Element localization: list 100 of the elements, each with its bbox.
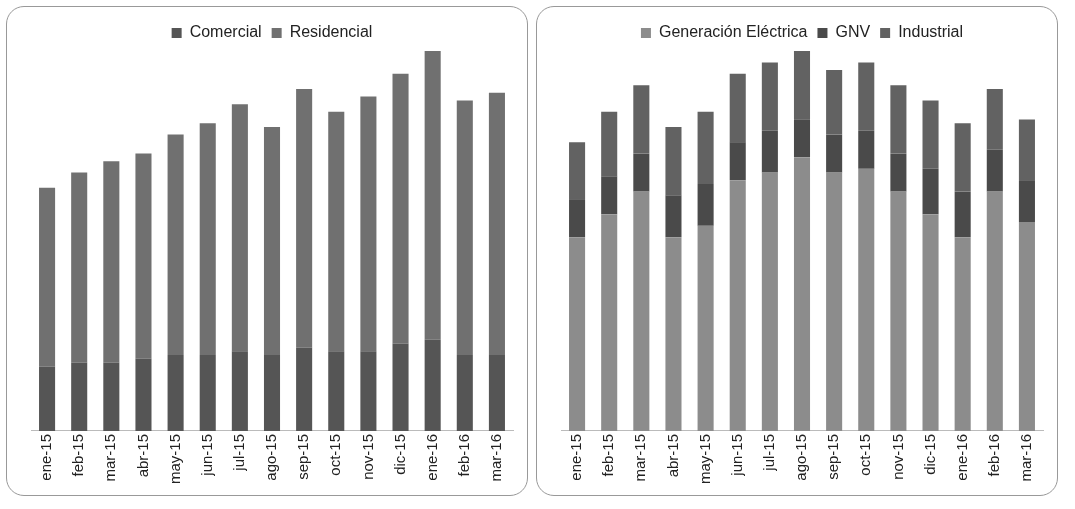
bar bbox=[697, 225, 714, 431]
bar bbox=[103, 161, 120, 363]
bar bbox=[199, 354, 216, 431]
bar bbox=[665, 195, 682, 238]
bar bbox=[71, 172, 88, 363]
bar bbox=[729, 180, 746, 431]
bar bbox=[986, 89, 1003, 150]
bar bbox=[954, 123, 971, 192]
bar bbox=[39, 187, 56, 367]
bar bbox=[697, 111, 714, 184]
x-tick-label: mar-15 bbox=[101, 433, 119, 482]
x-tick-label: sep-15 bbox=[824, 433, 842, 480]
x-tick-label: ene-15 bbox=[567, 433, 585, 481]
bar bbox=[424, 51, 441, 340]
bar bbox=[456, 100, 473, 355]
x-tick-label: oct-15 bbox=[856, 433, 874, 476]
bar bbox=[633, 85, 650, 154]
bar bbox=[986, 191, 1003, 431]
legend-label: Residencial bbox=[289, 23, 373, 41]
bar bbox=[328, 351, 345, 431]
x-tick-label: feb-15 bbox=[599, 433, 617, 477]
bar bbox=[103, 362, 120, 431]
bar bbox=[1018, 180, 1035, 222]
x-tick-label: feb-16 bbox=[984, 433, 1002, 477]
bar bbox=[488, 92, 505, 355]
bar bbox=[922, 214, 939, 431]
bar bbox=[890, 153, 907, 192]
bar bbox=[424, 339, 441, 431]
bar bbox=[922, 100, 939, 169]
bar bbox=[858, 130, 875, 169]
x-tick-label: mar-16 bbox=[1017, 433, 1035, 482]
bar bbox=[392, 73, 409, 344]
bar bbox=[1018, 119, 1035, 181]
bar bbox=[1018, 221, 1035, 431]
bar bbox=[71, 362, 88, 431]
bar bbox=[39, 366, 56, 431]
bar bbox=[135, 358, 152, 431]
legend-label: Industrial bbox=[898, 23, 964, 41]
x-tick-label: feb-16 bbox=[454, 433, 472, 477]
bar bbox=[569, 142, 586, 200]
bar bbox=[167, 134, 184, 355]
x-tick-label: ago-15 bbox=[262, 433, 280, 481]
bar bbox=[633, 191, 650, 431]
legend-label: GNV bbox=[835, 23, 871, 41]
bar bbox=[761, 62, 778, 131]
x-tick-label: oct-15 bbox=[326, 433, 344, 476]
bar bbox=[360, 96, 377, 352]
bar bbox=[392, 343, 409, 431]
bar bbox=[761, 130, 778, 173]
x-tick-label: sep-15 bbox=[294, 433, 312, 480]
bar bbox=[231, 104, 248, 352]
bar bbox=[890, 85, 907, 154]
bar bbox=[488, 354, 505, 431]
bar bbox=[858, 62, 875, 131]
bar bbox=[826, 172, 843, 431]
legend-label: Generación Eléctrica bbox=[658, 23, 808, 41]
bar bbox=[569, 199, 586, 238]
bar bbox=[922, 168, 939, 215]
x-tick-label: jun-15 bbox=[197, 433, 215, 477]
bar bbox=[199, 123, 216, 355]
bar bbox=[761, 172, 778, 431]
bar bbox=[601, 111, 618, 177]
bar bbox=[793, 51, 811, 120]
bar bbox=[729, 142, 746, 181]
x-tick-label: nov-15 bbox=[888, 433, 906, 480]
x-tick-label: nov-15 bbox=[358, 433, 376, 480]
bar bbox=[858, 168, 875, 431]
bar bbox=[633, 153, 650, 192]
bar bbox=[135, 153, 152, 359]
x-tick-label: abr-15 bbox=[663, 433, 681, 478]
bar bbox=[954, 237, 971, 431]
bar bbox=[231, 351, 248, 431]
bar bbox=[890, 191, 907, 431]
bar bbox=[826, 134, 843, 173]
x-tick-label: dic-15 bbox=[390, 433, 408, 475]
bar bbox=[665, 127, 682, 196]
bar bbox=[328, 111, 345, 352]
bar bbox=[167, 354, 184, 431]
bar bbox=[986, 149, 1003, 192]
x-tick-label: abr-15 bbox=[133, 433, 151, 478]
bar bbox=[793, 119, 811, 158]
x-tick-label: may-15 bbox=[695, 433, 713, 485]
x-tick-label: ene-15 bbox=[37, 433, 55, 481]
x-tick-label: mar-16 bbox=[487, 433, 505, 482]
x-tick-label: jun-15 bbox=[727, 433, 745, 477]
bar bbox=[360, 351, 377, 431]
bar bbox=[697, 183, 714, 226]
bar bbox=[826, 70, 843, 135]
bar bbox=[296, 347, 313, 431]
bar bbox=[569, 237, 586, 431]
bar bbox=[793, 157, 811, 431]
legend-label: Comercial bbox=[189, 23, 262, 41]
bar bbox=[296, 89, 313, 348]
x-tick-label: dic-15 bbox=[920, 433, 938, 475]
x-tick-label: mar-15 bbox=[631, 433, 649, 482]
bar bbox=[729, 73, 746, 143]
bar bbox=[954, 191, 971, 238]
bar bbox=[601, 214, 618, 431]
x-tick-label: may-15 bbox=[165, 433, 183, 485]
x-tick-label: feb-15 bbox=[69, 433, 87, 477]
